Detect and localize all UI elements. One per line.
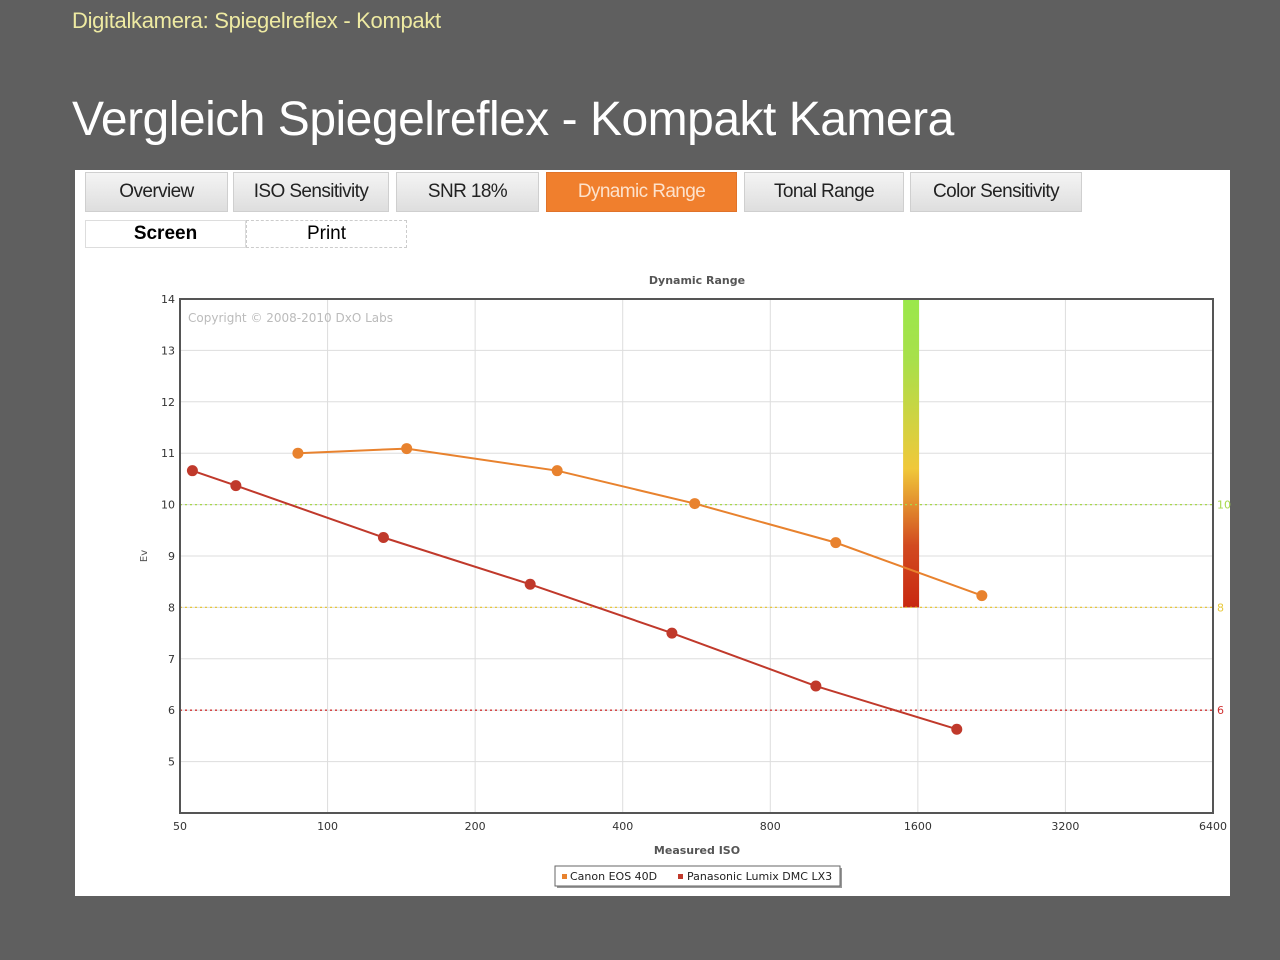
series-line-1 bbox=[192, 469, 958, 731]
plot-frame bbox=[179, 298, 1214, 814]
x-tick-label: 800 bbox=[760, 820, 781, 833]
series-line-0 bbox=[297, 447, 983, 597]
legend-box bbox=[554, 865, 841, 887]
data-point bbox=[689, 498, 701, 510]
data-point bbox=[951, 723, 963, 735]
tab-overview[interactable]: Overview bbox=[85, 172, 228, 212]
y-tick-label: 14 bbox=[161, 293, 175, 306]
x-axis-label: Measured ISO bbox=[654, 844, 740, 857]
y-tick-label: 9 bbox=[168, 550, 175, 563]
x-tick-label: 200 bbox=[465, 820, 486, 833]
x-tick-label: 6400 bbox=[1199, 820, 1227, 833]
y-tick-label: 7 bbox=[168, 653, 175, 666]
data-point bbox=[292, 447, 304, 459]
data-point bbox=[976, 590, 988, 602]
x-tick-label: 3200 bbox=[1051, 820, 1079, 833]
y-tick-label: 8 bbox=[168, 601, 175, 614]
legend-label-canon: Canon EOS 40D bbox=[570, 870, 657, 883]
chart-title: Dynamic Range bbox=[649, 274, 745, 287]
tab-color-sensitivity[interactable]: Color Sensitivity bbox=[910, 172, 1082, 212]
y-tick-label: 5 bbox=[168, 756, 175, 769]
tab-snr[interactable]: SNR 18% bbox=[396, 172, 539, 212]
data-point bbox=[401, 443, 413, 455]
data-point bbox=[810, 680, 822, 692]
y-tick-label: 10 bbox=[161, 499, 175, 512]
data-point bbox=[551, 465, 563, 477]
y-tick-label: 6 bbox=[168, 704, 175, 717]
subtab-print[interactable]: Print bbox=[246, 220, 407, 248]
x-tick-label: 50 bbox=[173, 820, 187, 833]
x-tick-label: 1600 bbox=[904, 820, 932, 833]
gradient-bar bbox=[903, 299, 920, 608]
dxo-panel: Overview ISO Sensitivity SNR 18% Dynamic… bbox=[75, 170, 1230, 896]
x-tick-label: 100 bbox=[317, 820, 338, 833]
legend-swatch-canon bbox=[562, 874, 567, 879]
slide-title: Vergleich Spiegelreflex - Kompakt Kamera bbox=[72, 93, 954, 146]
slide-subtitle: Digitalkamera: Spiegelreflex - Kompakt bbox=[72, 8, 441, 33]
y-tick-label: 12 bbox=[161, 396, 175, 409]
tab-dynamic-range[interactable]: Dynamic Range bbox=[546, 172, 737, 212]
data-point bbox=[524, 578, 536, 590]
data-point bbox=[666, 627, 678, 639]
tab-tonal-range[interactable]: Tonal Range bbox=[744, 172, 904, 212]
reference-label: 8 bbox=[1217, 601, 1224, 614]
subtab-screen[interactable]: Screen bbox=[85, 220, 246, 248]
data-point bbox=[377, 531, 389, 543]
data-point bbox=[830, 537, 842, 549]
data-point bbox=[186, 465, 198, 477]
legend-swatch-panasonic bbox=[678, 874, 683, 879]
reference-label: 6 bbox=[1217, 704, 1224, 717]
y-axis-label: Ev bbox=[139, 550, 150, 562]
legend-label-panasonic: Panasonic Lumix DMC LX3 bbox=[687, 870, 832, 883]
data-point bbox=[230, 480, 242, 492]
reference-label: 10 bbox=[1217, 499, 1231, 512]
y-tick-label: 13 bbox=[161, 344, 175, 357]
copyright-text: Copyright © 2008-2010 DxO Labs bbox=[188, 311, 393, 325]
tab-iso-sensitivity[interactable]: ISO Sensitivity bbox=[233, 172, 389, 212]
x-tick-label: 400 bbox=[612, 820, 633, 833]
y-tick-label: 11 bbox=[161, 447, 175, 460]
